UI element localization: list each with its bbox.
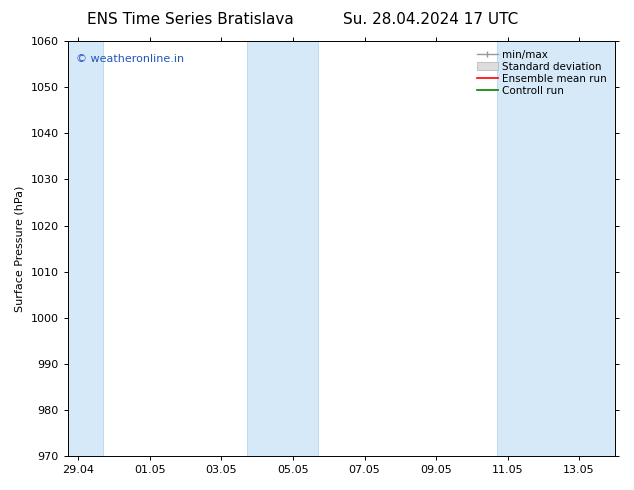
Text: © weatheronline.in: © weatheronline.in [76,54,184,64]
Bar [68,41,103,456]
Legend: min/max, Standard deviation, Ensemble mean run, Controll run: min/max, Standard deviation, Ensemble me… [474,47,610,99]
Text: ENS Time Series Bratislava: ENS Time Series Bratislava [87,12,294,27]
Text: Su. 28.04.2024 17 UTC: Su. 28.04.2024 17 UTC [344,12,519,27]
Y-axis label: Surface Pressure (hPa): Surface Pressure (hPa) [15,185,25,312]
Bar [497,41,615,456]
Bar [247,41,318,456]
